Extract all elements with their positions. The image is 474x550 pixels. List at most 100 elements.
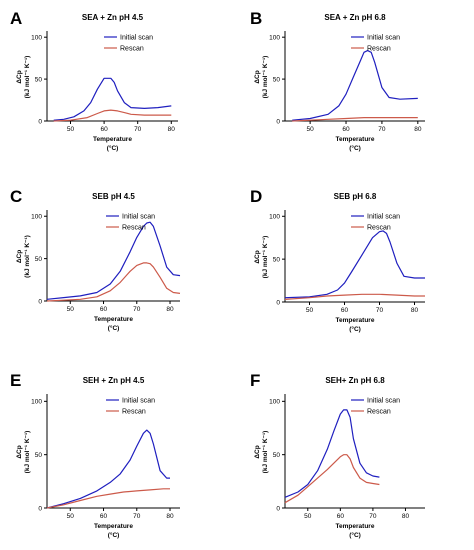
x-tick-label: 70	[134, 126, 142, 133]
legend-label-initial: Initial scan	[367, 398, 400, 405]
legend-label-rescan: Rescan	[367, 46, 391, 53]
panel-letter: C	[10, 187, 22, 206]
x-axis-label: Temperature	[93, 136, 132, 143]
x-axis-unit: (°C)	[349, 531, 361, 539]
x-axis-unit: (°C)	[108, 324, 120, 332]
x-axis-unit: (°C)	[107, 144, 119, 152]
x-tick-label: 80	[166, 306, 174, 313]
y-axis-unit: (kJ mol⁻¹ K⁻¹)	[262, 56, 269, 99]
x-axis-unit: (°C)	[108, 531, 120, 539]
x-tick-label: 70	[378, 126, 386, 133]
series-line-rescan	[284, 293, 425, 300]
chart-panel-e: E SEH + Zn pH 4.5 50 60 70 80 0 50 100 Temperatur…	[10, 371, 180, 539]
x-axis-unit: (°C)	[349, 325, 361, 333]
x-tick-label: 70	[376, 307, 384, 314]
x-tick-label: 60	[100, 306, 108, 313]
x-tick-label: 60	[341, 307, 349, 314]
y-tick-label: 50	[273, 256, 281, 263]
x-tick-label: 50	[306, 307, 314, 314]
y-axis-unit: (kJ mol⁻¹ K⁻¹)	[262, 236, 269, 279]
panel-letter: E	[10, 371, 21, 390]
x-axis-label: Temperature	[336, 317, 375, 324]
panel-letter: A	[10, 9, 22, 28]
chart-panel-c: C SEB pH 4.5 50 60 70 80 0 50 100 Temperature(°C)…	[10, 187, 181, 332]
legend-label-initial: Initial scan	[367, 35, 400, 42]
x-tick-label: 60	[100, 513, 108, 520]
x-tick-label: 80	[414, 126, 422, 133]
chart-panel-b: B SEA + Zn pH 6.8 50 60 70 80 0 50 100 Temperatur…	[250, 9, 425, 152]
chart-title: SEH+ Zn pH 6.8	[325, 376, 385, 385]
y-axis-label: ΔCp	[16, 70, 23, 83]
x-tick-label: 80	[168, 126, 176, 133]
y-axis-unit: (kJ mol⁻¹ K⁻¹)	[24, 235, 31, 278]
series-line-rescan	[46, 488, 170, 509]
chart-panel-a: A SEA + Zn pH 4.5 50 60 70 80 0 50 100 Temperatur…	[10, 9, 178, 152]
y-tick-label: 0	[276, 505, 280, 512]
series-line-initial	[284, 409, 380, 498]
y-tick-label: 0	[38, 298, 42, 305]
series-line-initial	[292, 49, 418, 121]
y-tick-label: 100	[31, 399, 42, 406]
y-tick-label: 100	[269, 214, 280, 221]
chart-panel-d: D SEB pH 6.8 50 60 70 80 0 50 100 Temperature(°C)…	[250, 187, 425, 333]
x-axis-label: Temperature	[336, 136, 375, 143]
chart-panel-f: F SEH+ Zn pH 6.8 50 60 70 80 0 50 100 Temperature…	[250, 371, 425, 539]
x-tick-label: 70	[133, 513, 141, 520]
y-tick-label: 100	[31, 34, 42, 41]
y-tick-label: 0	[38, 118, 42, 125]
x-tick-label: 80	[411, 307, 419, 314]
series-line-rescan	[284, 454, 380, 504]
series-line-initial	[53, 77, 172, 121]
series-line-rescan	[53, 109, 172, 122]
y-axis-label: ΔCp	[254, 70, 261, 83]
legend-label-rescan: Rescan	[122, 409, 146, 416]
chart-title: SEH + Zn pH 4.5	[83, 376, 145, 385]
y-tick-label: 0	[38, 505, 42, 512]
y-tick-label: 50	[273, 452, 281, 459]
x-tick-label: 50	[304, 513, 312, 520]
legend-label-initial: Initial scan	[367, 214, 400, 221]
y-axis-label: ΔCp	[254, 250, 261, 263]
y-tick-label: 100	[31, 214, 42, 221]
x-axis-label: Temperature	[94, 316, 133, 323]
chart-title: SEB pH 4.5	[92, 192, 135, 201]
legend-label-initial: Initial scan	[122, 214, 155, 221]
series-line-initial	[46, 429, 170, 509]
y-axis-label: ΔCp	[254, 445, 261, 458]
x-tick-label: 50	[67, 513, 75, 520]
y-tick-label: 0	[276, 118, 280, 125]
x-tick-label: 50	[67, 126, 75, 133]
y-axis-label: ΔCp	[16, 250, 23, 263]
y-tick-label: 50	[35, 256, 43, 263]
legend-label-rescan: Rescan	[367, 409, 391, 416]
y-tick-label: 100	[269, 34, 280, 41]
x-tick-label: 80	[402, 513, 410, 520]
y-tick-label: 50	[35, 76, 43, 83]
x-tick-label: 60	[342, 126, 350, 133]
y-tick-label: 50	[35, 452, 43, 459]
series-line-initial	[46, 221, 181, 300]
legend-label-rescan: Rescan	[122, 225, 146, 232]
x-tick-label: 80	[166, 513, 174, 520]
legend-label-initial: Initial scan	[122, 398, 155, 405]
y-axis-unit: (kJ mol⁻¹ K⁻¹)	[24, 56, 31, 99]
x-tick-label: 60	[100, 126, 108, 133]
series-line-rescan	[46, 262, 181, 302]
chart-title: SEB pH 6.8	[334, 192, 377, 201]
y-tick-label: 100	[269, 399, 280, 406]
panel-letter: D	[250, 187, 262, 206]
panel-letter: B	[250, 9, 262, 28]
y-axis-label: ΔCp	[16, 445, 23, 458]
x-tick-label: 60	[337, 513, 345, 520]
y-tick-label: 50	[273, 76, 281, 83]
y-tick-label: 0	[276, 299, 280, 306]
legend-label-rescan: Rescan	[120, 46, 144, 53]
panel-letter: F	[250, 371, 260, 390]
y-axis-unit: (kJ mol⁻¹ K⁻¹)	[24, 431, 31, 474]
y-axis-unit: (kJ mol⁻¹ K⁻¹)	[262, 431, 269, 474]
x-tick-label: 70	[369, 513, 377, 520]
legend-label-rescan: Rescan	[367, 225, 391, 232]
chart-title: SEA + Zn pH 4.5	[82, 13, 144, 22]
x-tick-label: 70	[133, 306, 141, 313]
